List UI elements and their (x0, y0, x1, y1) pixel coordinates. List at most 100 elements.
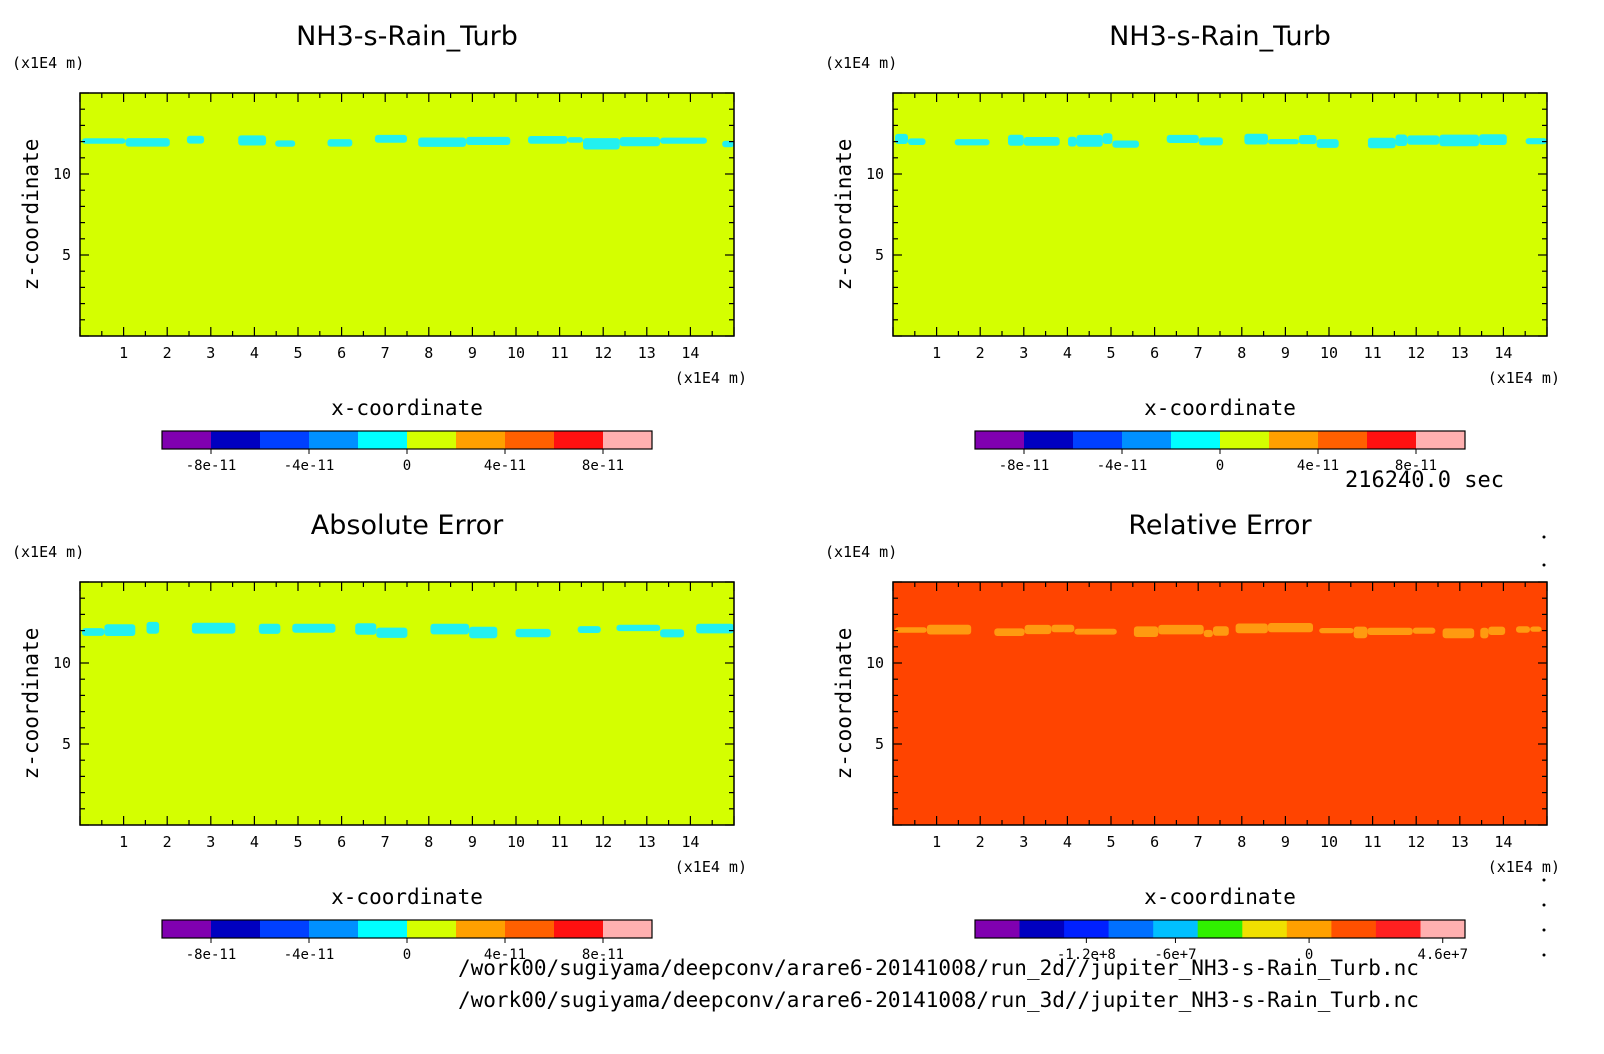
contour-patch (1158, 624, 1204, 635)
contour-patch (1235, 623, 1268, 634)
colorbar-swatch (505, 431, 555, 449)
contour-patch (469, 626, 498, 639)
x-tick-label: 8 (424, 344, 433, 362)
contour-patch (926, 624, 972, 635)
x-tick-label: 13 (1451, 833, 1469, 851)
contour-patch (146, 621, 160, 634)
time-label: 216240.0 sec (1345, 468, 1504, 493)
x-unit-label: (x1E4 m) (675, 369, 747, 387)
x-tick-label: 5 (1106, 833, 1115, 851)
x-tick-label: 14 (1494, 344, 1512, 362)
contour-patch (895, 627, 927, 633)
x-tick-label: 10 (1320, 833, 1338, 851)
colorbar-label: -1.2e+8 (1057, 947, 1116, 963)
y-tick-label: 10 (53, 165, 71, 183)
contour-patch (1298, 135, 1317, 145)
panel-title: Absolute Error (311, 510, 504, 541)
x-tick-label: 7 (381, 344, 390, 362)
contour-patch (1051, 624, 1075, 633)
x-tick-label: 9 (1281, 833, 1290, 851)
contour-patch (1267, 623, 1313, 633)
x-tick-label: 7 (1194, 344, 1203, 362)
colorbar-swatch (1318, 431, 1368, 449)
x-tick-label: 14 (681, 344, 699, 362)
colorbar-swatch (260, 920, 310, 938)
contour-patch (1367, 627, 1413, 635)
contour-patch (1353, 626, 1368, 639)
colorbar-swatch (1220, 431, 1270, 449)
contour-patch (1112, 140, 1139, 148)
colorbar-swatch (358, 431, 408, 449)
colorbar-swatch (1242, 920, 1288, 938)
x-tick-label: 12 (1407, 344, 1425, 362)
x-tick-label: 10 (1320, 344, 1338, 362)
x-tick-label: 3 (1019, 344, 1028, 362)
contour-patch (1479, 134, 1507, 145)
contour-patch (191, 622, 236, 634)
colorbar-swatch (260, 431, 310, 449)
contour-fill (80, 93, 734, 336)
x-tick-label: 8 (1237, 344, 1246, 362)
y-tick-label: 10 (53, 654, 71, 672)
colorbar-label: 4e-11 (484, 458, 526, 474)
contour-patch (619, 137, 660, 147)
x-tick-label: 11 (1364, 344, 1382, 362)
x-axis-label: x-coordinate (331, 885, 483, 909)
x-tick-label: 9 (468, 833, 477, 851)
contour-patch (1068, 136, 1077, 147)
x-tick-label: 2 (163, 833, 172, 851)
colorbar-label: 4e-11 (484, 947, 526, 963)
contour-patch (258, 623, 281, 634)
contour-patch (1516, 626, 1530, 633)
colorbar-swatch (309, 920, 359, 938)
contour-patch (1488, 626, 1506, 635)
contour-patch (722, 140, 734, 148)
contour-patch (418, 137, 467, 147)
y-tick-label: 5 (62, 735, 71, 753)
contour-patch (1244, 133, 1268, 145)
y-tick-label: 10 (866, 165, 884, 183)
colorbar-label: 4.6e+7 (1417, 947, 1468, 963)
contour-patch (895, 133, 908, 144)
x-tick-label: 11 (551, 833, 569, 851)
y-axis-label: z-coordinate (832, 139, 856, 291)
contour-patch (1203, 629, 1213, 638)
x-tick-label: 2 (163, 344, 172, 362)
colorbar-label: -4e-11 (284, 458, 335, 474)
x-unit-label: (x1E4 m) (675, 858, 747, 876)
x-tick-label: 13 (638, 833, 656, 851)
contour-patch (515, 628, 551, 638)
contour-patch (1442, 628, 1475, 639)
x-tick-label: 5 (1106, 344, 1115, 362)
x-axis-label: x-coordinate (331, 396, 483, 420)
x-tick-label: 6 (337, 833, 346, 851)
x-tick-label: 9 (1281, 344, 1290, 362)
x-tick-label: 5 (293, 833, 302, 851)
x-tick-label: 4 (250, 344, 259, 362)
panel-title: NH3-s-Rain_Turb (1109, 21, 1331, 52)
contour-patch (1023, 137, 1060, 146)
x-tick-label: 4 (250, 833, 259, 851)
colorbar-swatch (407, 431, 457, 449)
colorbar-label: -8e-11 (186, 947, 237, 963)
x-tick-label: 12 (1407, 833, 1425, 851)
x-tick-label: 9 (468, 344, 477, 362)
colorbar-swatch (975, 431, 1025, 449)
x-tick-label: 4 (1063, 344, 1072, 362)
x-tick-label: 1 (119, 344, 128, 362)
x-tick-label: 12 (594, 344, 612, 362)
margin-dot (1542, 953, 1546, 957)
contour-patch (125, 138, 170, 147)
contour-patch (1530, 626, 1542, 632)
colorbar-swatch (505, 920, 555, 938)
contour-fill (893, 93, 1547, 336)
x-tick-label: 3 (206, 833, 215, 851)
colorbar-swatch (407, 920, 457, 938)
x-tick-label: 11 (551, 344, 569, 362)
x-tick-label: 6 (1150, 344, 1159, 362)
margin-dot (1542, 878, 1546, 882)
x-tick-label: 1 (932, 833, 941, 851)
y-tick-label: 10 (866, 654, 884, 672)
contour-patch (1024, 624, 1052, 635)
